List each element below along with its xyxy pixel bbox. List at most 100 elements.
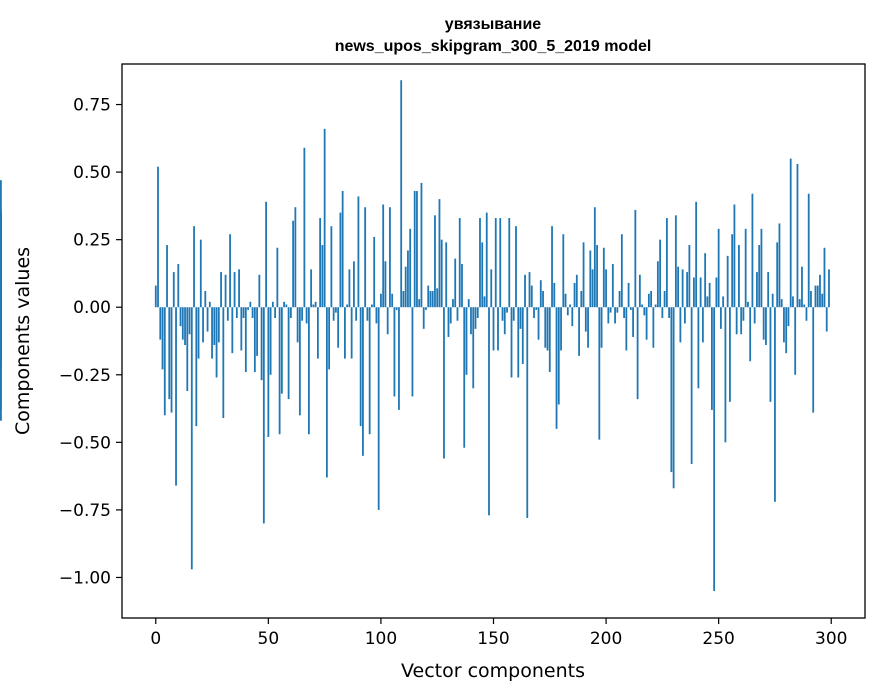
bar xyxy=(573,282,576,308)
bar xyxy=(582,242,585,308)
x-tick-label: 250 xyxy=(702,629,734,649)
bar xyxy=(301,307,304,321)
bar xyxy=(647,293,650,308)
bar xyxy=(175,307,177,486)
bar xyxy=(816,285,819,308)
bar xyxy=(204,291,207,308)
bar xyxy=(0,307,2,410)
bar xyxy=(515,226,517,308)
bar xyxy=(368,307,371,435)
bar xyxy=(825,307,828,332)
bar xyxy=(751,193,754,308)
bar xyxy=(605,269,607,308)
bar xyxy=(731,234,734,308)
bar xyxy=(265,201,267,308)
bar xyxy=(251,307,254,319)
bar xyxy=(643,307,646,316)
bar xyxy=(0,212,2,308)
bar xyxy=(503,307,506,335)
bar xyxy=(618,291,621,308)
bar xyxy=(749,307,752,362)
bar xyxy=(472,307,475,389)
bar xyxy=(506,307,508,313)
bar xyxy=(452,299,454,308)
bar xyxy=(665,218,668,308)
bar xyxy=(598,307,601,440)
bar xyxy=(416,191,418,308)
bar xyxy=(380,293,382,308)
bar xyxy=(681,269,684,308)
bar xyxy=(285,304,288,308)
bar xyxy=(481,242,484,308)
bar xyxy=(713,307,716,591)
bar xyxy=(609,307,612,313)
x-tick-label: 100 xyxy=(365,629,397,649)
bar xyxy=(508,218,511,308)
bar xyxy=(683,307,686,324)
bar xyxy=(389,207,391,308)
bar xyxy=(341,191,344,308)
bar xyxy=(701,307,704,343)
bar xyxy=(276,247,279,308)
bar xyxy=(753,307,756,324)
bar xyxy=(294,207,297,308)
x-tick-label: 50 xyxy=(258,629,280,649)
bar xyxy=(663,291,666,308)
bar xyxy=(688,245,691,308)
bar xyxy=(722,296,725,308)
bar xyxy=(733,204,736,308)
bar xyxy=(404,266,407,308)
bar xyxy=(157,166,159,308)
bar xyxy=(578,307,580,356)
bar xyxy=(828,269,830,308)
y-tick-label: 0.00 xyxy=(73,298,111,318)
bar xyxy=(625,307,628,351)
bar xyxy=(535,307,538,310)
bar xyxy=(533,307,535,319)
bar xyxy=(611,263,614,308)
bar xyxy=(769,307,772,402)
bar xyxy=(650,291,653,308)
bar xyxy=(407,250,409,308)
bar xyxy=(530,285,533,308)
bar xyxy=(436,288,439,308)
x-tick-label: 200 xyxy=(590,629,622,649)
bar xyxy=(596,245,598,308)
bar xyxy=(242,307,245,319)
bar xyxy=(328,307,331,370)
bar xyxy=(720,307,722,329)
bar xyxy=(208,301,211,308)
bar xyxy=(557,307,560,405)
bar xyxy=(767,272,770,308)
bar xyxy=(499,218,502,308)
y-ticks: 0.75 0.50 0.25 0.00 −0.25 −0.50 −0.75 −1.00 xyxy=(59,96,122,588)
bar xyxy=(661,307,664,319)
bar xyxy=(382,204,385,308)
bar xyxy=(566,307,569,316)
bar xyxy=(402,291,405,308)
bar xyxy=(593,207,596,308)
bar xyxy=(184,307,186,346)
bar xyxy=(668,307,671,319)
bar xyxy=(600,307,603,348)
bar xyxy=(159,307,162,340)
bar xyxy=(479,218,481,308)
bar xyxy=(692,277,695,308)
bar xyxy=(190,307,193,570)
bar xyxy=(181,307,184,340)
bar xyxy=(411,307,414,397)
bar xyxy=(544,307,547,348)
bar xyxy=(348,269,351,308)
bar xyxy=(814,285,817,308)
bar xyxy=(283,301,286,308)
y-tick-label: −0.75 xyxy=(59,501,111,521)
bar xyxy=(742,307,745,321)
bar xyxy=(364,207,367,308)
bar xyxy=(467,299,470,308)
bar xyxy=(312,304,315,308)
bar xyxy=(789,158,792,308)
bar xyxy=(310,269,313,308)
bar xyxy=(708,282,711,308)
bar xyxy=(296,307,299,343)
bar xyxy=(443,307,445,459)
